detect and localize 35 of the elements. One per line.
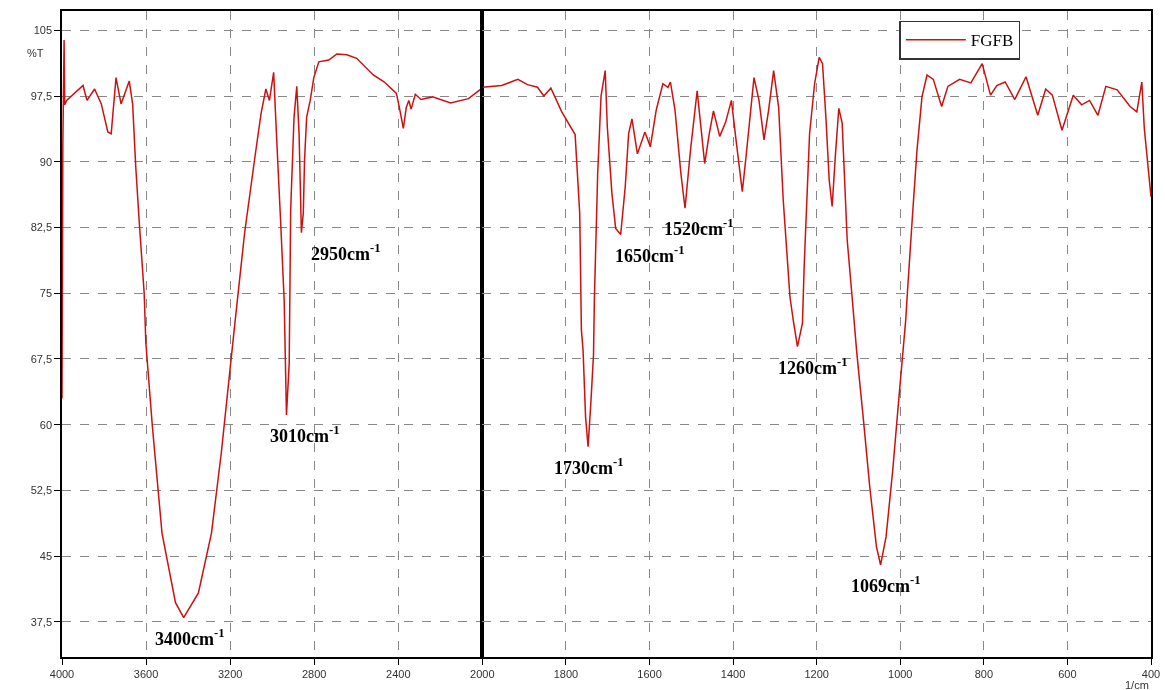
- x-tick-label: 1600: [637, 667, 662, 680]
- y-axis-title: %T: [27, 47, 44, 59]
- annotation: 1069cm$^{-1}$: [851, 573, 921, 596]
- y-tick-label: 90: [39, 155, 53, 168]
- y-tick-label: 45: [39, 550, 53, 563]
- x-tick-label: 2800: [301, 667, 327, 680]
- x-tick-label: 1000: [888, 667, 913, 680]
- y-tick-label: 67,5: [30, 352, 53, 365]
- x-tick-label: 3600: [133, 667, 159, 680]
- annotation: 1260cm$^{-1}$: [778, 355, 848, 378]
- x-tick-label: 3200: [217, 667, 243, 680]
- y-tick-label: 52,5: [30, 484, 53, 497]
- x-tick-label: 1400: [720, 667, 746, 680]
- legend-label: FGFB: [970, 31, 1014, 51]
- y-tick-label: 75: [39, 287, 53, 300]
- y-tick-label: 60: [39, 418, 53, 431]
- y-tick-label: 37,5: [30, 615, 53, 628]
- annotation: 3010cm$^{-1}$: [270, 423, 340, 446]
- x-tick-label: 1800: [553, 667, 579, 680]
- y-tick-label: 97,5: [30, 89, 53, 102]
- annotation: 2950cm$^{-1}$: [311, 241, 381, 264]
- annotation: 3400cm$^{-1}$: [155, 626, 225, 649]
- x-tick-label: 4000: [49, 667, 75, 680]
- x-tick-label: 1200: [804, 667, 829, 680]
- x-tick-label: 2000: [470, 667, 495, 680]
- x-tick-label: 2400: [386, 667, 411, 680]
- annotation: 1650cm$^{-1}$: [615, 243, 685, 266]
- annotation: 1730cm$^{-1}$: [554, 455, 624, 478]
- x-axis-title: 1/cm: [1125, 679, 1149, 690]
- y-tick-label: 105: [33, 24, 53, 37]
- annotation: 1520cm$^{-1}$: [664, 216, 734, 239]
- y-tick-label: 82,5: [30, 221, 53, 234]
- x-tick-label: 400: [1141, 667, 1161, 680]
- x-tick-label: 800: [974, 667, 994, 680]
- x-tick-label: 600: [1058, 667, 1077, 680]
